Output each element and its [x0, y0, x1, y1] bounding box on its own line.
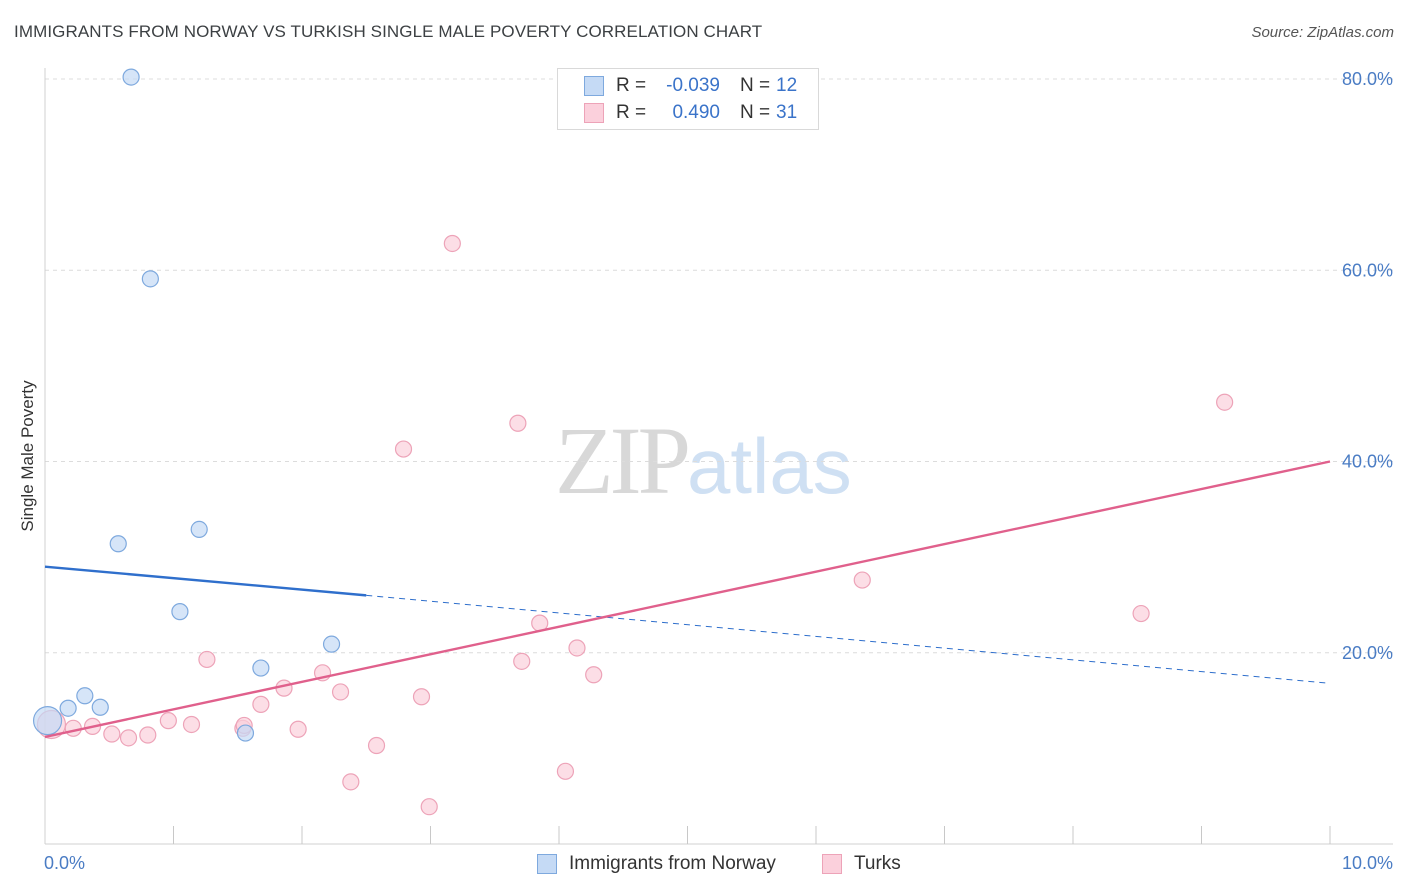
turks-point: [1216, 393, 1234, 411]
turks-point: [64, 719, 82, 737]
legend-swatch-turks: [822, 854, 842, 874]
source-label: Source: ZipAtlas.com: [1251, 24, 1394, 41]
norway-trend-line: [44, 565, 367, 597]
turks-point: [853, 571, 871, 589]
correlation-legend: R = -0.039 N = 12 R = 0.490 N = 31: [557, 68, 819, 130]
watermark-zip: ZIP: [555, 407, 691, 514]
chart-title: IMMIGRANTS FROM NORWAY VS TURKISH SINGLE…: [14, 22, 763, 41]
legend-n-value: 31: [776, 102, 798, 123]
turks-point: [342, 773, 360, 791]
norway-point: [122, 68, 140, 86]
y-tick-label: 40.0%: [1342, 452, 1393, 472]
turks-point: [198, 650, 216, 669]
norway-trend-line-dashed: [366, 594, 1331, 684]
turks-point: [331, 683, 350, 701]
legend-r-label: R =: [616, 102, 647, 123]
norway-point: [109, 535, 127, 553]
watermark: ZIPatlas: [555, 405, 852, 516]
legend-row-turks: R = 0.490 N = 31: [584, 101, 797, 125]
turks-point: [289, 720, 307, 738]
norway-point: [171, 603, 189, 621]
x-tick-label: 10.0%: [1342, 853, 1393, 873]
legend-r-value: 0.490: [672, 102, 720, 123]
norway-point: [76, 687, 94, 705]
norway-point: [32, 706, 63, 736]
turks-point: [252, 695, 270, 713]
turks-point: [394, 440, 413, 458]
turks-point: [412, 688, 431, 706]
turks-point: [585, 666, 603, 684]
norway-point: [236, 724, 255, 742]
x-tick-label: 0.0%: [44, 853, 85, 873]
turks-point: [1132, 604, 1150, 623]
turks-point: [103, 725, 121, 743]
turks-point: [182, 715, 201, 734]
norway-point: [91, 698, 109, 716]
norway-point: [59, 699, 77, 717]
norway-point: [252, 659, 270, 677]
turks-point: [556, 762, 575, 780]
legend-swatch-norway: [537, 854, 557, 874]
norway-point: [190, 520, 208, 538]
legend-row-norway: R = -0.039 N = 12: [584, 74, 797, 98]
turks-point: [275, 679, 293, 697]
turks-point: [420, 798, 438, 816]
y-tick-label: 60.0%: [1342, 260, 1393, 280]
norway-point: [322, 635, 341, 653]
turks-point: [568, 639, 586, 657]
turks-point: [513, 652, 531, 670]
turks-point: [139, 726, 157, 744]
legend-n-label: N =: [740, 102, 771, 123]
legend-n-label: N =: [740, 75, 771, 96]
legend-r-label: R =: [616, 75, 647, 96]
turks-point: [367, 736, 386, 755]
turks-point: [159, 712, 177, 730]
turks-point: [119, 729, 138, 747]
legend-swatch-turks: [584, 103, 604, 123]
y-tick-label: 80.0%: [1342, 69, 1393, 89]
legend-item-norway[interactable]: Immigrants from Norway: [537, 850, 776, 878]
turks-point: [509, 414, 527, 432]
y-tick-label: 20.0%: [1342, 643, 1393, 663]
legend-label-norway: Immigrants from Norway: [569, 853, 776, 874]
legend-item-turks[interactable]: Turks: [822, 850, 901, 878]
legend-swatch-norway: [584, 76, 604, 96]
norway-point: [141, 270, 159, 288]
legend-r-value: -0.039: [666, 75, 720, 96]
turks-point: [443, 234, 461, 253]
turks-trend-line: [44, 460, 1331, 739]
watermark-atlas: atlas: [687, 422, 852, 510]
legend-label-turks: Turks: [854, 853, 901, 874]
legend-n-value: 12: [776, 75, 798, 96]
series-legend: Immigrants from Norway Turks: [0, 850, 1406, 878]
